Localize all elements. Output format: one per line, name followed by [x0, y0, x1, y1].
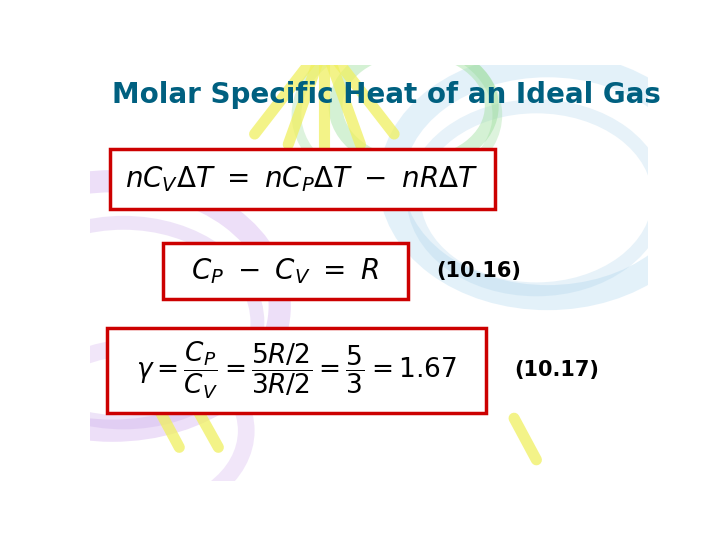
Text: (10.16): (10.16)	[436, 261, 521, 281]
Text: Molar Specific Heat of an Ideal Gas: Molar Specific Heat of an Ideal Gas	[112, 82, 661, 110]
Text: $nC_V \Delta T\ =\ nC_P \Delta T\ -\ nR \Delta T$: $nC_V \Delta T\ =\ nC_P \Delta T\ -\ nR …	[125, 164, 479, 194]
Text: $C_P\ -\ C_V\ =\ R$: $C_P\ -\ C_V\ =\ R$	[192, 256, 379, 286]
FancyBboxPatch shape	[107, 328, 486, 413]
Text: (10.17): (10.17)	[514, 360, 599, 380]
FancyBboxPatch shape	[109, 149, 495, 210]
FancyBboxPatch shape	[163, 242, 408, 299]
Text: $\gamma = \dfrac{C_P}{C_V} = \dfrac{5R/2}{3R/2} = \dfrac{5}{3} = 1.67$: $\gamma = \dfrac{C_P}{C_V} = \dfrac{5R/2…	[136, 340, 457, 401]
